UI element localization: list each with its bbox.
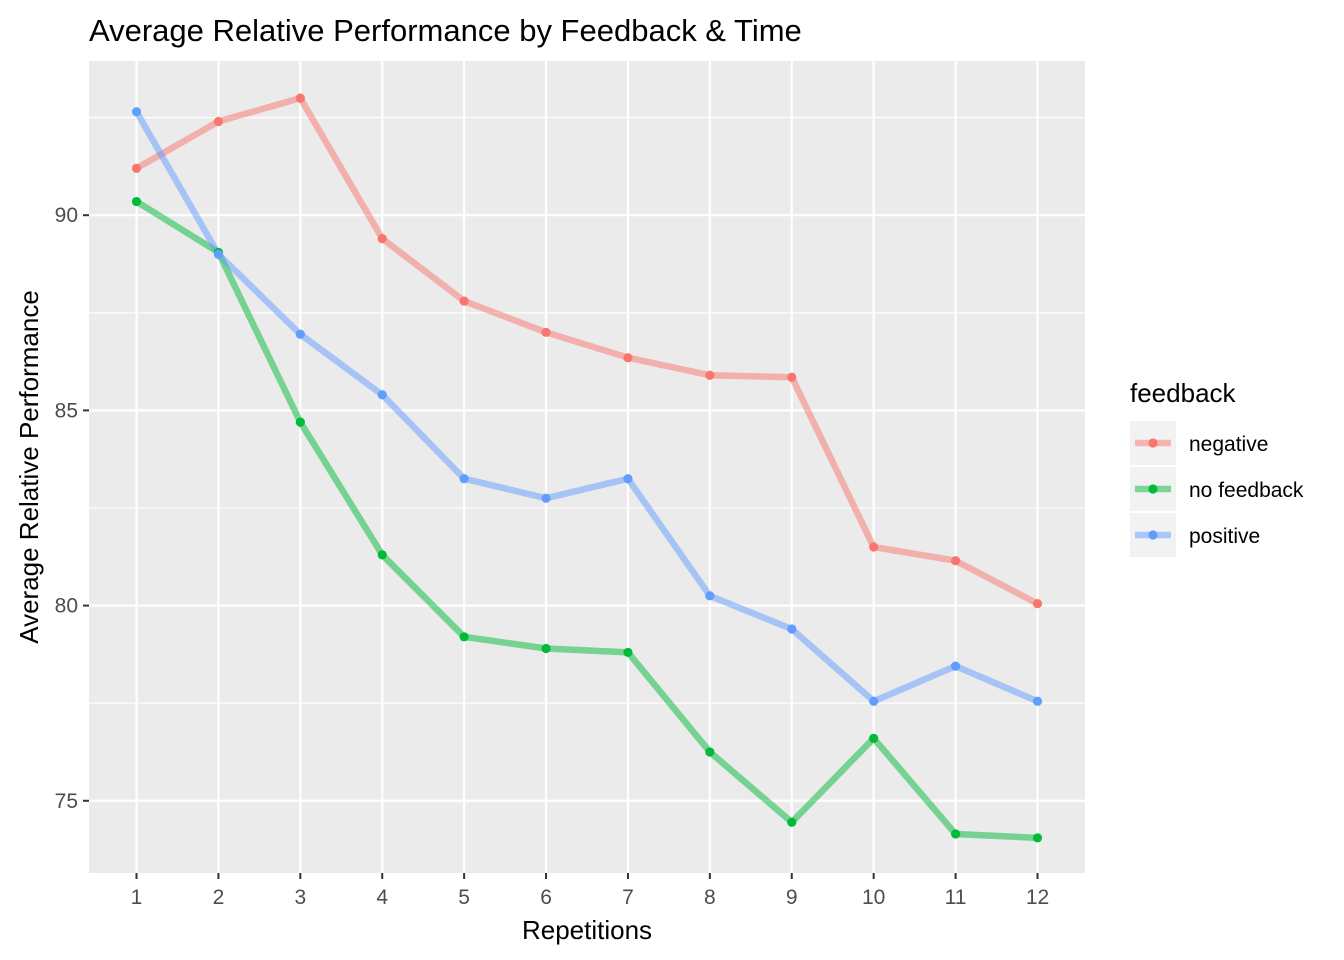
data-point — [1032, 599, 1043, 609]
data-point — [623, 474, 633, 484]
series-lines — [133, 94, 1040, 842]
y-tick-label: 75 — [55, 790, 78, 813]
major-gridlines — [89, 61, 1085, 873]
data-point — [787, 372, 797, 382]
y-axis: 75 80 85 90 — [55, 204, 89, 813]
x-axis: 1 2 3 4 5 6 7 8 9 10 11 12 — [131, 873, 1049, 909]
plot-panel — [89, 61, 1085, 873]
data-point — [787, 817, 797, 827]
legend-label: positive — [1189, 525, 1260, 548]
data-point — [623, 647, 633, 658]
x-tick-label: 8 — [704, 886, 716, 909]
legend-items: negative no feedback positive — [1130, 421, 1304, 557]
legend-item: positive — [1130, 513, 1260, 557]
x-tick-label: 2 — [213, 886, 225, 909]
data-point — [213, 116, 224, 127]
y-tick-label: 80 — [55, 595, 78, 618]
data-point — [623, 353, 633, 363]
data-point — [213, 249, 224, 259]
data-point — [705, 747, 715, 757]
data-point — [459, 474, 469, 484]
data-point — [131, 107, 142, 117]
data-point — [131, 196, 142, 207]
x-tick-label: 1 — [131, 886, 143, 909]
x-tick-label: 5 — [458, 886, 470, 909]
data-point — [950, 556, 961, 566]
data-point — [377, 234, 387, 244]
x-tick-label: 11 — [945, 886, 967, 909]
legend-title: feedback — [1130, 378, 1237, 408]
legend-label: no feedback — [1189, 479, 1304, 502]
data-point — [541, 327, 551, 337]
y-tick-label: 90 — [55, 204, 78, 227]
legend-item: negative — [1130, 421, 1268, 465]
legend-key-point — [1148, 530, 1158, 540]
series-line — [133, 110, 1039, 705]
data-point — [295, 93, 305, 103]
y-tick-label: 85 — [55, 399, 78, 422]
x-tick-label: 6 — [540, 886, 552, 909]
legend: feedback negative no feedback positive — [1130, 378, 1304, 557]
data-point — [705, 591, 715, 601]
data-point — [869, 542, 879, 552]
x-tick-label: 12 — [1026, 886, 1049, 909]
data-point — [295, 417, 305, 427]
data-point — [459, 632, 469, 642]
series-line — [134, 198, 1038, 842]
data-point — [295, 329, 305, 339]
data-point — [705, 370, 715, 380]
data-point — [377, 390, 387, 400]
data-point — [950, 661, 961, 671]
data-point — [1032, 833, 1043, 843]
chart-title: Average Relative Performance by Feedback… — [89, 13, 802, 48]
series-points — [131, 93, 1043, 843]
data-point — [787, 624, 797, 634]
x-tick-label: 10 — [862, 886, 885, 909]
data-point — [541, 643, 551, 654]
legend-label: negative — [1189, 433, 1268, 456]
data-point — [131, 163, 142, 173]
data-point — [869, 696, 879, 706]
x-tick-label: 3 — [294, 886, 306, 909]
minor-gridlines — [89, 117, 1085, 704]
x-tick-label: 9 — [786, 886, 798, 909]
x-tick-label: 4 — [376, 886, 388, 909]
data-point — [869, 733, 879, 743]
y-axis-title: Average Relative Performance — [14, 290, 44, 644]
data-point — [459, 296, 469, 306]
series-line — [134, 94, 1040, 607]
data-point — [541, 493, 551, 503]
x-tick-label: 7 — [622, 886, 634, 909]
legend-key-point — [1148, 438, 1158, 448]
data-point — [950, 829, 961, 839]
legend-key-point — [1148, 484, 1158, 494]
data-point — [1032, 696, 1043, 706]
legend-item: no feedback — [1130, 467, 1304, 511]
x-axis-title: Repetitions — [522, 915, 652, 945]
data-point — [377, 550, 387, 560]
